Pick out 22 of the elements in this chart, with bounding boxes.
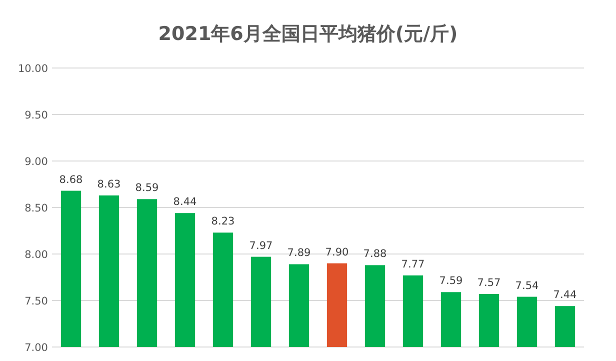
data-label: 7.90	[325, 246, 349, 258]
data-label: 7.97	[249, 240, 273, 252]
data-label: 8.63	[97, 178, 121, 190]
data-label: 7.88	[363, 248, 387, 260]
data-label: 7.77	[401, 258, 425, 270]
y-tick-label: 9.50	[24, 110, 48, 122]
data-label: 7.59	[439, 275, 463, 288]
y-tick-label: 8.50	[24, 202, 48, 214]
y-tick-label: 7.50	[24, 296, 48, 308]
y-tick-label: 7.00	[24, 342, 48, 354]
y-tick-label: 8.00	[24, 249, 48, 261]
data-label: 7.54	[515, 280, 540, 292]
data-label: 7.57	[477, 276, 501, 289]
data-label: 7.44	[553, 289, 578, 302]
data-label: 8.59	[135, 182, 159, 194]
chart-title: 2021年6月全国日平均猪价(元/斤)	[158, 23, 458, 45]
y-tick-label: 9.00	[24, 156, 48, 168]
y-tick-label: 10.00	[18, 63, 48, 75]
data-label: 8.68	[59, 174, 83, 186]
data-label: 8.44	[173, 196, 198, 208]
data-label: 7.89	[287, 247, 311, 260]
data-label: 8.23	[211, 216, 235, 228]
